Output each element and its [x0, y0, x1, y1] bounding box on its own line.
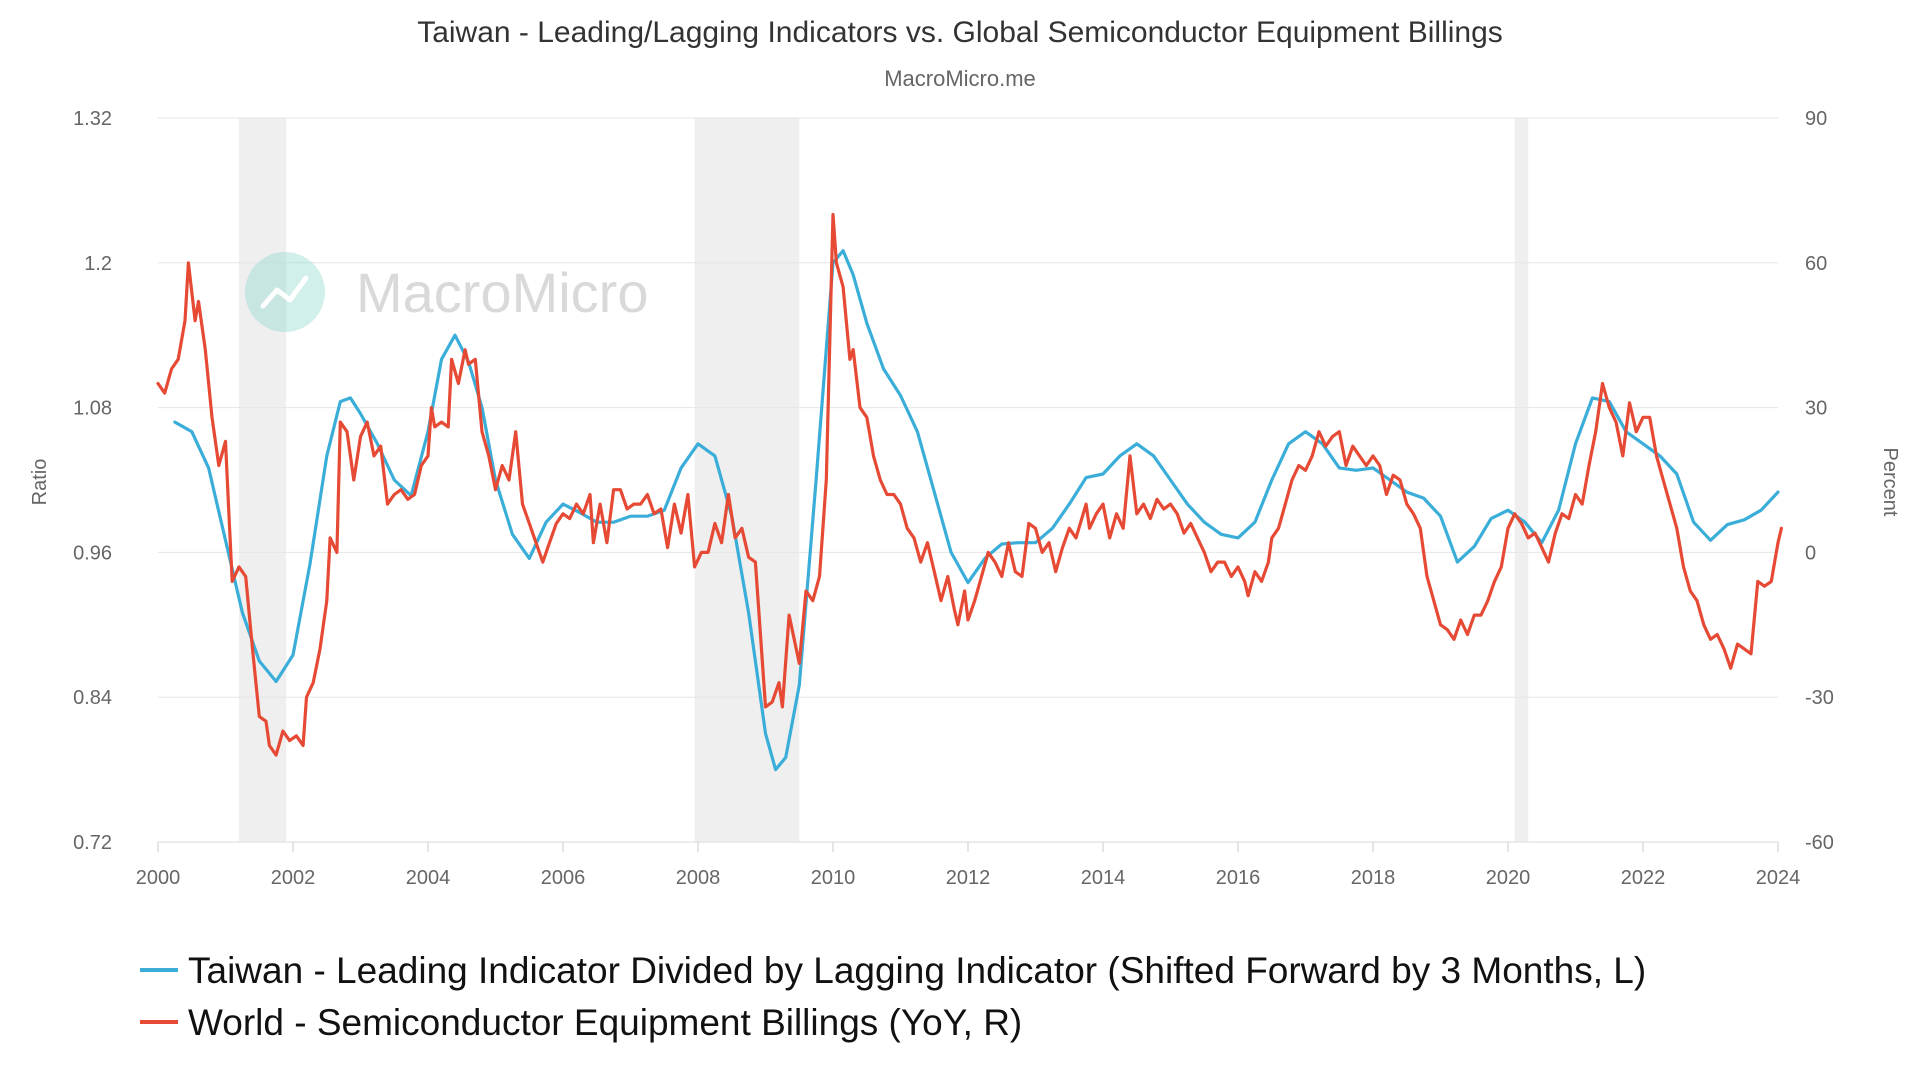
y-left-tick-label: 0.72	[73, 832, 112, 854]
y-axis-right-title: Percent	[1879, 448, 1901, 517]
y-left-tick-label: 0.84	[73, 687, 112, 709]
y-axis-left: 0.72 0.84 0.96 1.08 1.2 1.32	[73, 108, 112, 854]
x-tick-label: 2024	[1756, 867, 1801, 889]
x-tick-label: 2018	[1351, 867, 1396, 889]
watermark: MacroMicro	[245, 252, 648, 332]
y-right-tick-label: -60	[1805, 832, 1834, 854]
recession-band-2	[1514, 118, 1529, 842]
y-left-tick-label: 1.32	[73, 108, 112, 130]
x-tick-label: 2000	[136, 867, 181, 889]
x-tick-label: 2012	[946, 867, 991, 889]
recession-bands	[239, 118, 1529, 842]
y-left-tick-label: 1.2	[84, 253, 112, 275]
x-tick-label: 2010	[811, 867, 856, 889]
series-line-semiconductor-billings	[156, 212, 1783, 757]
y-left-tick-label: 1.08	[73, 398, 112, 420]
recession-band-1	[694, 118, 800, 842]
x-tick-label: 2002	[271, 867, 316, 889]
macromicro-logo-icon	[245, 252, 325, 332]
watermark-text: MacroMicro	[356, 261, 648, 324]
y-right-tick-label: 60	[1805, 253, 1827, 275]
x-tick-label: 2014	[1081, 867, 1126, 889]
watermark-trend-icon	[260, 275, 309, 309]
gridlines	[158, 117, 1778, 843]
x-tick-label: 2016	[1216, 867, 1261, 889]
y-right-tick-label: -30	[1805, 687, 1834, 709]
chart-title: Taiwan - Leading/Lagging Indicators vs. …	[417, 16, 1503, 49]
x-axis: 2000 2002 2004 2006 2008 2010 2012 2014 2016 2018…	[136, 842, 1801, 889]
y-right-tick-label: 90	[1805, 108, 1827, 130]
y-right-tick-label: 30	[1805, 398, 1827, 420]
legend-label-leading: Taiwan - Leading Indicator Divided by La…	[188, 950, 1646, 991]
x-tick-label: 2022	[1621, 867, 1666, 889]
recession-band-0	[239, 118, 287, 842]
legend-item-billings[interactable]: World - Semiconductor Equipment Billings…	[140, 1002, 1022, 1043]
chart-subtitle: MacroMicro.me	[884, 66, 1036, 91]
x-tick-label: 2020	[1486, 867, 1531, 889]
series-line-leading-indicator	[173, 249, 1780, 772]
x-tick-label: 2008	[676, 867, 721, 889]
y-axis-right: -60 -30 0 30 60 90	[1805, 108, 1834, 854]
x-tick-label: 2006	[541, 867, 586, 889]
series-lines	[156, 212, 1783, 772]
y-left-tick-label: 0.96	[73, 542, 112, 564]
y-right-tick-label: 0	[1805, 542, 1816, 564]
legend-label-billings: World - Semiconductor Equipment Billings…	[188, 1002, 1022, 1043]
x-tick-label: 2004	[406, 867, 451, 889]
legend: Taiwan - Leading Indicator Divided by La…	[140, 950, 1646, 1043]
legend-item-leading[interactable]: Taiwan - Leading Indicator Divided by La…	[140, 950, 1646, 991]
y-axis-left-title: Ratio	[29, 459, 51, 506]
